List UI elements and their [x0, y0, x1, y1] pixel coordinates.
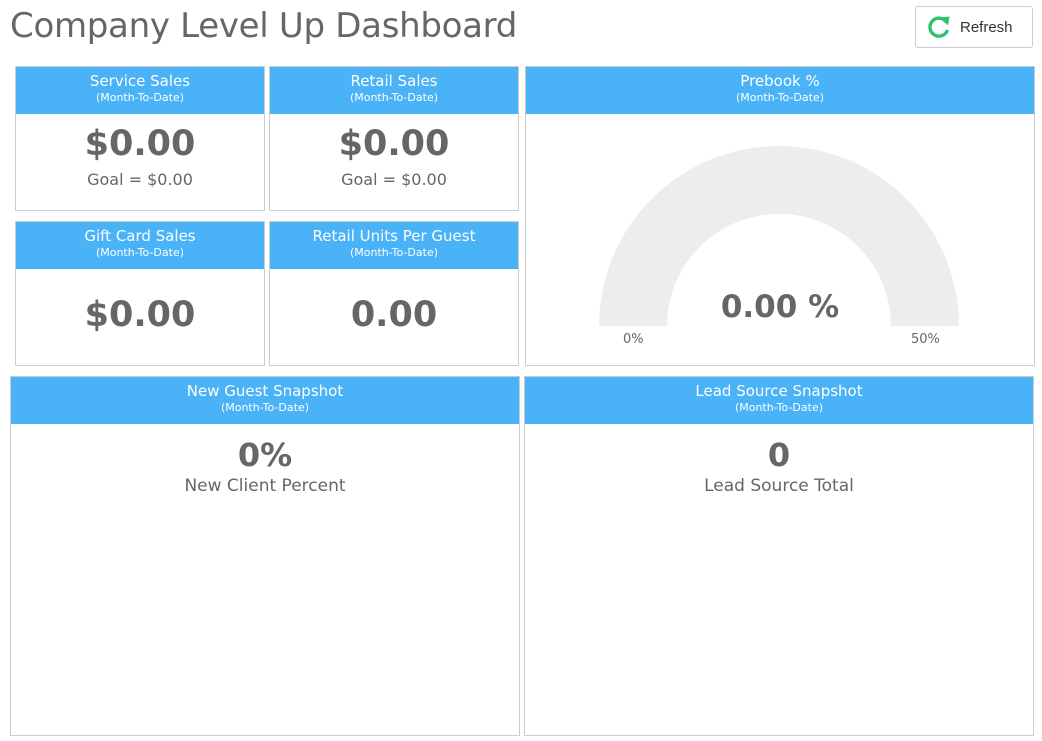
prebook-gauge-track	[599, 146, 959, 326]
gift-card-sales-subtitle: (Month-To-Date)	[95, 246, 185, 259]
refresh-icon	[926, 14, 952, 40]
prebook-value: 0.00 %	[720, 289, 840, 325]
service-sales-card: Service Sales (Month-To-Date) $0.00 Goal…	[15, 66, 265, 211]
service-sales-title: Service Sales	[89, 72, 191, 90]
prebook-header: Prebook % (Month-To-Date)	[526, 67, 1034, 114]
lead-source-snapshot-card: Lead Source Snapshot (Month-To-Date) 0 L…	[524, 376, 1034, 736]
prebook-gauge-max-label: 50%	[911, 332, 940, 347]
retail-units-value: 0.00	[350, 295, 438, 335]
prebook-title: Prebook %	[740, 72, 820, 90]
retail-sales-header: Retail Sales (Month-To-Date)	[270, 67, 518, 114]
retail-sales-goal: Goal = $0.00	[341, 170, 447, 189]
new-client-percent-value: 0%	[237, 436, 293, 474]
retail-units-subtitle: (Month-To-Date)	[349, 246, 439, 259]
prebook-gauge-svg	[599, 146, 959, 326]
gift-card-sales-header: Gift Card Sales (Month-To-Date)	[16, 222, 264, 269]
retail-units-card: Retail Units Per Guest (Month-To-Date) 0…	[269, 221, 519, 366]
prebook-gauge: 0.00 % 0% 50%	[526, 114, 1034, 364]
gift-card-sales-card: Gift Card Sales (Month-To-Date) $0.00	[15, 221, 265, 366]
gift-card-sales-value: $0.00	[84, 295, 196, 335]
retail-units-header: Retail Units Per Guest (Month-To-Date)	[270, 222, 518, 269]
prebook-card: Prebook % (Month-To-Date) 0.00 % 0% 50%	[525, 66, 1035, 366]
new-guest-snapshot-card: New Guest Snapshot (Month-To-Date) 0% Ne…	[10, 376, 520, 736]
retail-sales-subtitle: (Month-To-Date)	[349, 91, 439, 104]
lead-source-snapshot-subtitle: (Month-To-Date)	[734, 401, 824, 414]
lead-source-total-value: 0	[767, 436, 791, 474]
retail-sales-card: Retail Sales (Month-To-Date) $0.00 Goal …	[269, 66, 519, 211]
lead-source-snapshot-title: Lead Source Snapshot	[695, 382, 863, 400]
new-guest-snapshot-header: New Guest Snapshot (Month-To-Date)	[11, 377, 519, 424]
service-sales-goal: Goal = $0.00	[87, 170, 193, 189]
service-sales-value: $0.00	[84, 124, 196, 164]
retail-sales-value: $0.00	[338, 124, 450, 164]
refresh-button[interactable]: Refresh	[915, 6, 1033, 48]
service-sales-subtitle: (Month-To-Date)	[95, 91, 185, 104]
retail-sales-title: Retail Sales	[350, 72, 438, 90]
gift-card-sales-title: Gift Card Sales	[84, 227, 196, 245]
new-guest-snapshot-subtitle: (Month-To-Date)	[220, 401, 310, 414]
new-guest-snapshot-title: New Guest Snapshot	[186, 382, 344, 400]
page-title: Company Level Up Dashboard	[10, 6, 518, 46]
prebook-subtitle: (Month-To-Date)	[735, 91, 825, 104]
lead-source-snapshot-header: Lead Source Snapshot (Month-To-Date)	[525, 377, 1033, 424]
retail-units-title: Retail Units Per Guest	[312, 227, 476, 245]
refresh-button-label: Refresh	[960, 18, 1013, 36]
new-client-percent-label: New Client Percent	[184, 476, 346, 496]
service-sales-header: Service Sales (Month-To-Date)	[16, 67, 264, 114]
prebook-gauge-min-label: 0%	[623, 332, 644, 347]
lead-source-total-label: Lead Source Total	[704, 476, 854, 496]
